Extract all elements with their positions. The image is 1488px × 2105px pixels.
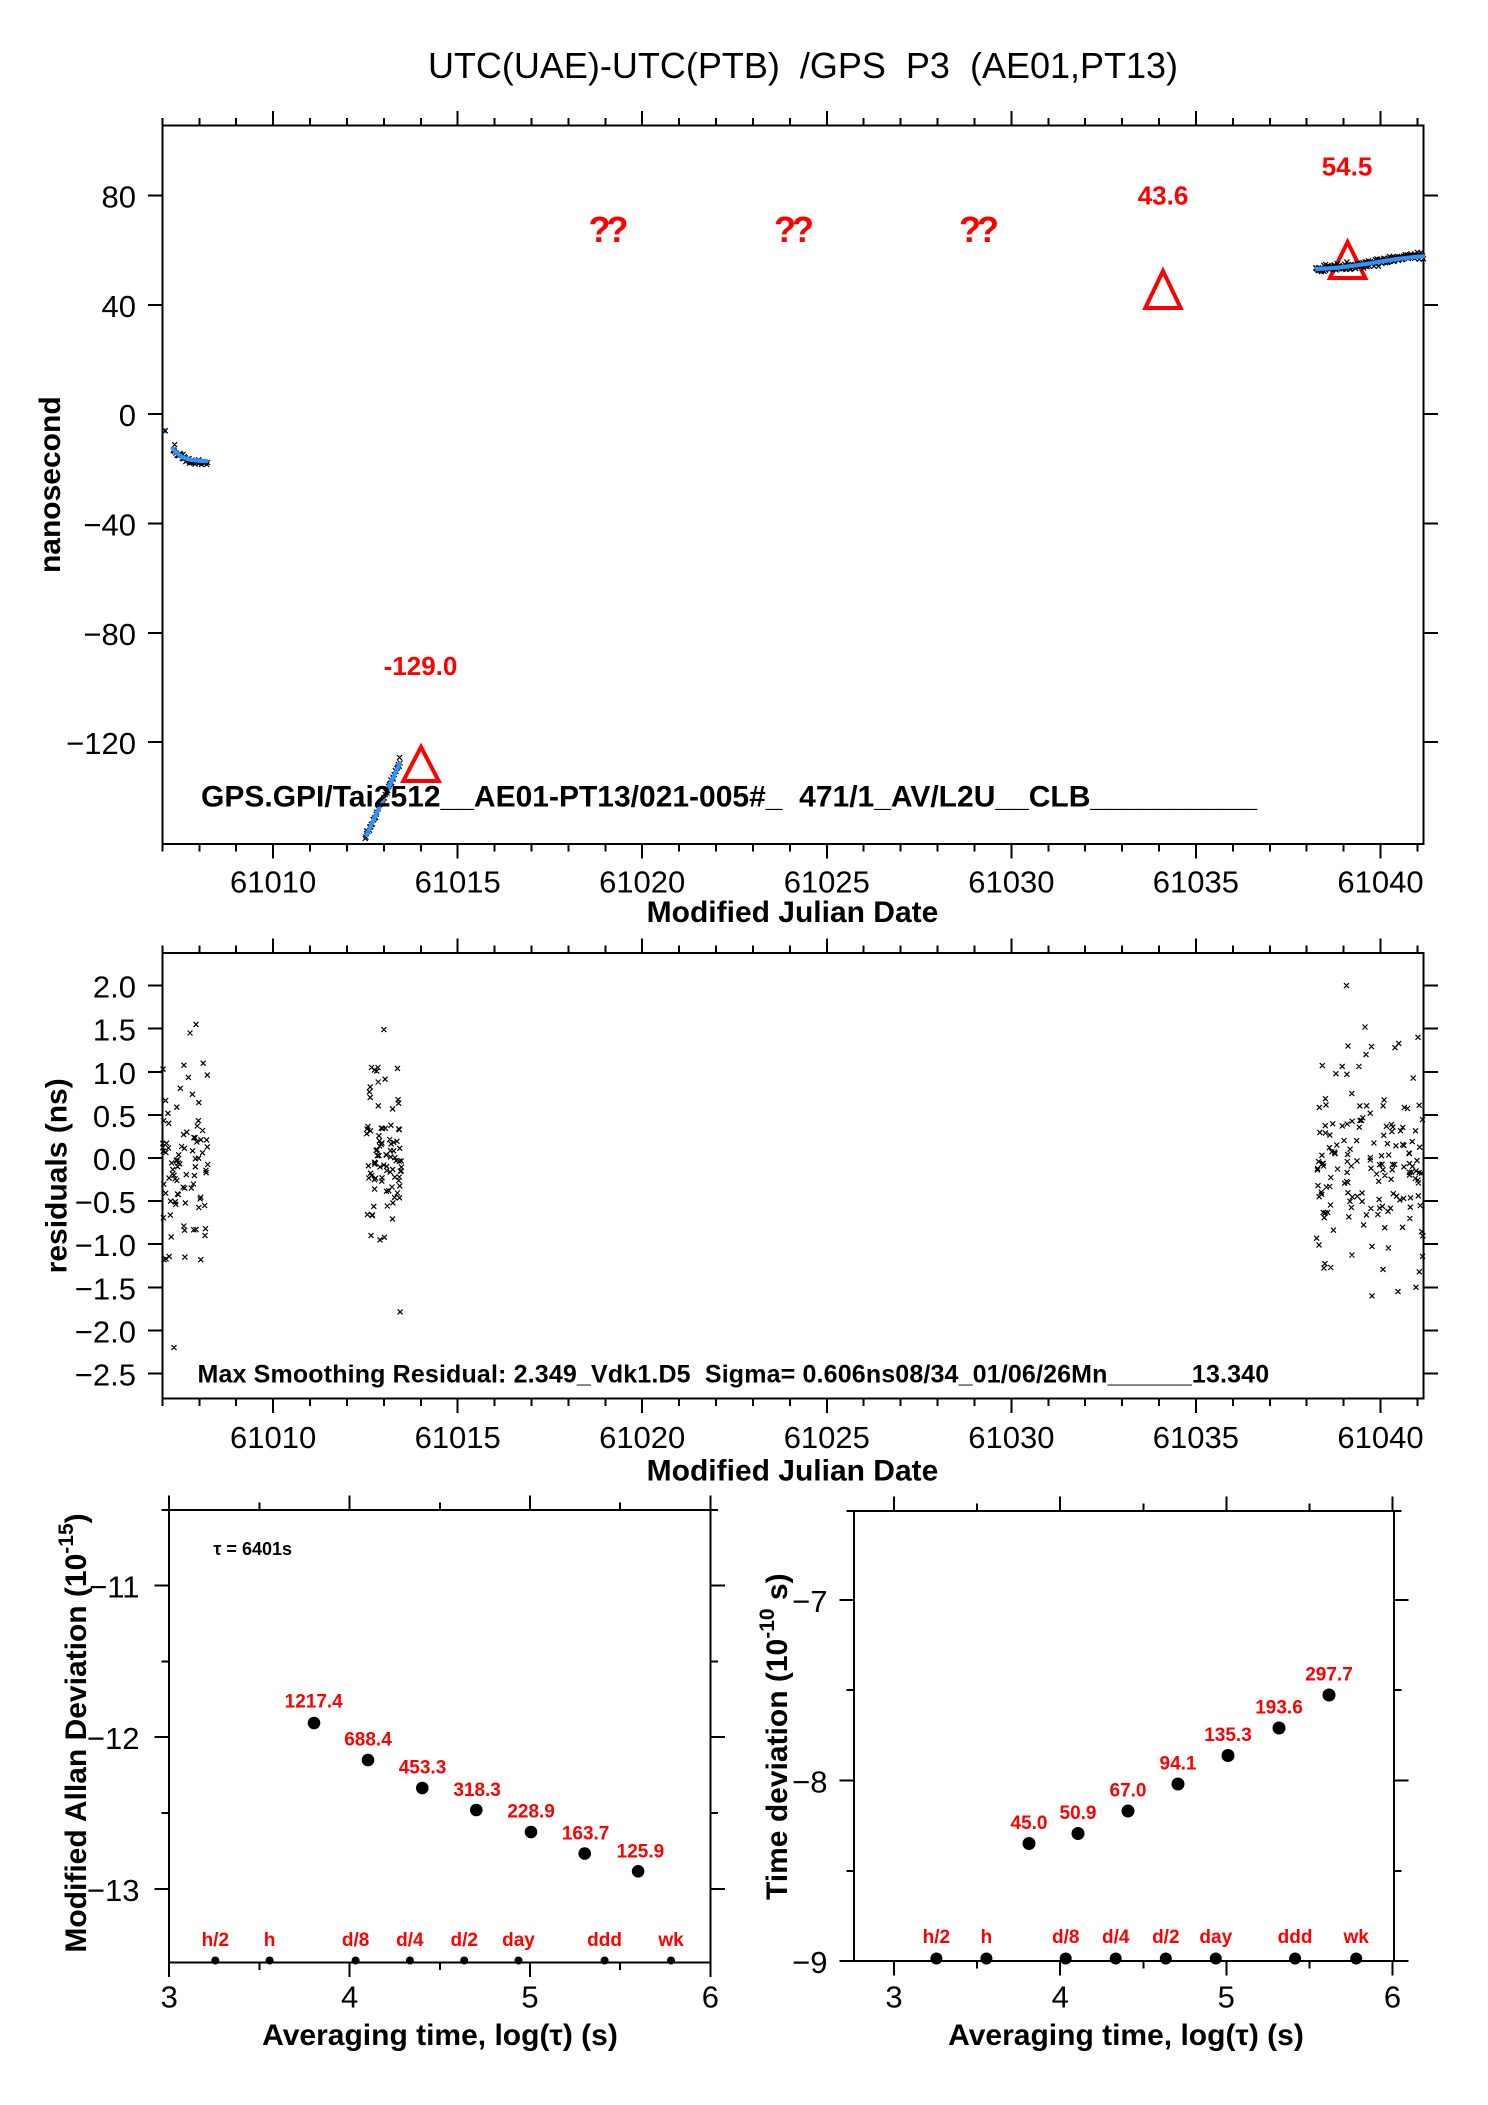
- svg-text:61035: 61035: [1153, 1420, 1239, 1455]
- svg-text:4: 4: [1052, 1980, 1069, 2015]
- svg-text:d/2: d/2: [1152, 1927, 1179, 1948]
- svg-text:d/8: d/8: [1052, 1927, 1079, 1948]
- svg-text:6: 6: [1384, 1980, 1401, 2015]
- svg-text:61040: 61040: [1337, 1420, 1423, 1455]
- svg-text:??: ??: [589, 209, 627, 250]
- svg-text:1.5: 1.5: [93, 1013, 136, 1048]
- svg-text:−2.5: −2.5: [75, 1358, 136, 1393]
- svg-text:−7: −7: [792, 1584, 827, 1619]
- svg-text:Modified Allan Deviation (10-1: Modified Allan Deviation (10-15): [55, 1513, 93, 1952]
- svg-text:??: ??: [959, 209, 997, 250]
- svg-text:Averaging time, log(τ) (s): Averaging time, log(τ) (s): [948, 2019, 1304, 2052]
- svg-text:−0.5: −0.5: [75, 1185, 136, 1220]
- svg-text:0: 0: [119, 398, 136, 433]
- svg-text:40: 40: [102, 289, 136, 324]
- svg-text:Modified Julian Date: Modified Julian Date: [647, 896, 939, 929]
- svg-text:6: 6: [702, 1980, 719, 2015]
- svg-text:τ = 6401s: τ = 6401s: [213, 1539, 292, 1559]
- svg-text:day: day: [502, 1930, 535, 1951]
- svg-text:453.3: 453.3: [399, 1758, 447, 1779]
- svg-text:3: 3: [885, 1980, 902, 2015]
- svg-text:125.9: 125.9: [617, 1842, 665, 1863]
- svg-text:−1.0: −1.0: [75, 1228, 136, 1263]
- svg-text:61020: 61020: [599, 865, 685, 900]
- svg-text:Averaging time, log(τ) (s): Averaging time, log(τ) (s): [262, 2019, 618, 2052]
- svg-text:2.0: 2.0: [93, 970, 136, 1005]
- svg-text:45.0: 45.0: [1011, 1813, 1048, 1834]
- svg-text:−8: −8: [792, 1765, 827, 1800]
- svg-text:−80: −80: [83, 617, 136, 652]
- svg-text:1217.4: 1217.4: [285, 1692, 344, 1713]
- svg-text:residuals (ns): residuals (ns): [41, 1078, 74, 1273]
- svg-text:43.6: 43.6: [1138, 180, 1189, 210]
- svg-text:ddd: ddd: [1278, 1927, 1313, 1948]
- svg-text:135.3: 135.3: [1204, 1725, 1252, 1746]
- svg-text:−9: −9: [792, 1945, 827, 1980]
- svg-text:61010: 61010: [230, 1420, 316, 1455]
- svg-text:??: ??: [774, 209, 812, 250]
- svg-text:61030: 61030: [968, 865, 1054, 900]
- svg-text:h/2: h/2: [923, 1927, 950, 1948]
- svg-text:297.7: 297.7: [1305, 1665, 1353, 1686]
- svg-text:67.0: 67.0: [1110, 1781, 1147, 1802]
- svg-text:61035: 61035: [1153, 865, 1239, 900]
- svg-text:−11: −11: [89, 1570, 139, 1605]
- svg-text:wk: wk: [1343, 1927, 1370, 1948]
- svg-text:61010: 61010: [230, 865, 316, 900]
- svg-text:318.3: 318.3: [453, 1780, 501, 1801]
- svg-text:wk: wk: [657, 1930, 684, 1951]
- svg-text:1.0: 1.0: [93, 1056, 136, 1091]
- svg-text:94.1: 94.1: [1160, 1754, 1197, 1775]
- svg-text:61015: 61015: [415, 1420, 501, 1455]
- svg-text:GPS.GPI/Tai2512__AE01-PT13/021: GPS.GPI/Tai2512__AE01-PT13/021-005#_ 471…: [201, 781, 1258, 814]
- svg-text:−12: −12: [87, 1721, 140, 1756]
- svg-text:d/8: d/8: [342, 1930, 369, 1951]
- svg-text:3: 3: [161, 1980, 178, 2015]
- svg-text:d/4: d/4: [396, 1930, 424, 1951]
- svg-text:193.6: 193.6: [1255, 1698, 1303, 1719]
- svg-text:Modified Julian Date: Modified Julian Date: [647, 1455, 939, 1488]
- svg-text:61020: 61020: [599, 1420, 685, 1455]
- svg-text:61025: 61025: [784, 865, 870, 900]
- svg-text:80: 80: [102, 180, 136, 215]
- svg-text:5: 5: [1218, 1980, 1235, 2015]
- svg-text:d/2: d/2: [450, 1930, 477, 1951]
- svg-text:ddd: ddd: [587, 1930, 622, 1951]
- svg-text:61025: 61025: [784, 1420, 870, 1455]
- svg-text:61040: 61040: [1337, 865, 1423, 900]
- svg-text:−1.5: −1.5: [75, 1271, 136, 1306]
- svg-text:50.9: 50.9: [1060, 1803, 1097, 1824]
- svg-text:54.5: 54.5: [1322, 151, 1373, 181]
- svg-text:0.0: 0.0: [93, 1142, 136, 1177]
- svg-text:day: day: [1199, 1927, 1232, 1948]
- svg-text:UTC(UAE)-UTC(PTB) /GPS P3 (: UTC(UAE)-UTC(PTB) /GPS P3 (AE01,PT13): [428, 45, 1178, 86]
- svg-text:h/2: h/2: [202, 1930, 229, 1951]
- svg-text:nanosecond: nanosecond: [34, 396, 67, 573]
- svg-text:228.9: 228.9: [507, 1802, 555, 1823]
- svg-text:h: h: [981, 1927, 993, 1948]
- svg-text:−2.0: −2.0: [75, 1314, 136, 1349]
- svg-text:-129.0: -129.0: [384, 651, 458, 681]
- svg-text:61015: 61015: [415, 865, 501, 900]
- svg-text:−40: −40: [83, 508, 136, 543]
- svg-text:163.7: 163.7: [562, 1824, 610, 1845]
- svg-text:−120: −120: [66, 726, 136, 761]
- svg-text:h: h: [264, 1930, 276, 1951]
- svg-text:5: 5: [521, 1980, 538, 2015]
- svg-text:0.5: 0.5: [93, 1099, 136, 1134]
- svg-text:Max Smoothing Residual: 2.349_: Max Smoothing Residual: 2.349_Vdk1.D5 Si…: [198, 1360, 1270, 1388]
- svg-text:688.4: 688.4: [344, 1730, 392, 1751]
- svg-text:4: 4: [341, 1980, 358, 2015]
- svg-text:61030: 61030: [968, 1420, 1054, 1455]
- svg-text:−13: −13: [87, 1873, 140, 1908]
- svg-text:d/4: d/4: [1102, 1927, 1130, 1948]
